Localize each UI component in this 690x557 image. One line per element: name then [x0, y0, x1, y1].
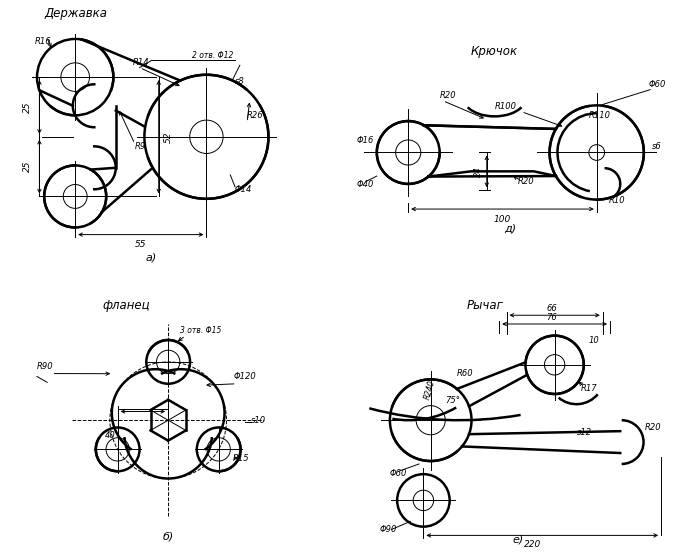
Text: R20: R20: [440, 91, 456, 100]
Text: 25: 25: [23, 101, 32, 113]
Text: R9: R9: [135, 141, 146, 151]
Text: Φ120: Φ120: [234, 373, 257, 382]
Text: R110: R110: [589, 111, 611, 120]
Text: 66: 66: [546, 304, 557, 313]
Text: 40: 40: [105, 431, 116, 439]
Text: 75°: 75°: [445, 395, 460, 405]
Text: д): д): [504, 223, 516, 233]
Text: R240: R240: [424, 379, 437, 400]
Text: s10: s10: [251, 416, 266, 425]
Text: б): б): [163, 532, 174, 542]
Text: R100: R100: [495, 101, 517, 110]
Text: R26: R26: [247, 111, 264, 120]
Text: R60: R60: [457, 369, 473, 378]
Text: 55: 55: [135, 240, 146, 248]
Text: R14: R14: [132, 58, 149, 67]
Text: Φ40: Φ40: [357, 180, 374, 189]
Text: R90: R90: [37, 362, 54, 371]
Text: Φ16: Φ16: [357, 136, 374, 145]
Text: Φ60: Φ60: [649, 80, 666, 89]
Text: R20: R20: [518, 177, 535, 186]
Text: е): е): [513, 535, 524, 545]
Text: s12: s12: [576, 428, 591, 437]
Text: s8: s8: [235, 77, 245, 86]
Text: Рычаг: Рычаг: [467, 300, 504, 312]
Text: 24: 24: [474, 166, 483, 177]
Text: Державка: Державка: [44, 7, 107, 21]
Text: 25: 25: [23, 161, 32, 172]
Text: 2 отв. Φ12: 2 отв. Φ12: [192, 51, 233, 60]
Text: 10: 10: [588, 336, 599, 345]
Text: а): а): [146, 253, 157, 263]
Text: R15: R15: [233, 454, 250, 463]
Text: 3 отв. Φ15: 3 отв. Φ15: [180, 326, 221, 335]
Text: 76: 76: [546, 312, 557, 321]
Text: 100: 100: [494, 214, 511, 223]
Text: Φ14: Φ14: [235, 185, 253, 194]
Text: 220: 220: [524, 540, 542, 549]
Text: Φ90: Φ90: [380, 525, 397, 535]
Text: фланец: фланец: [103, 300, 150, 312]
Text: R16: R16: [34, 37, 51, 46]
Text: Φ60: Φ60: [390, 468, 407, 477]
Text: R20: R20: [645, 423, 662, 432]
Text: Крючок: Крючок: [471, 45, 518, 58]
Text: s6: s6: [651, 143, 662, 152]
Text: R10: R10: [609, 196, 626, 205]
Text: R17: R17: [581, 384, 598, 393]
Text: 52: 52: [164, 131, 172, 143]
